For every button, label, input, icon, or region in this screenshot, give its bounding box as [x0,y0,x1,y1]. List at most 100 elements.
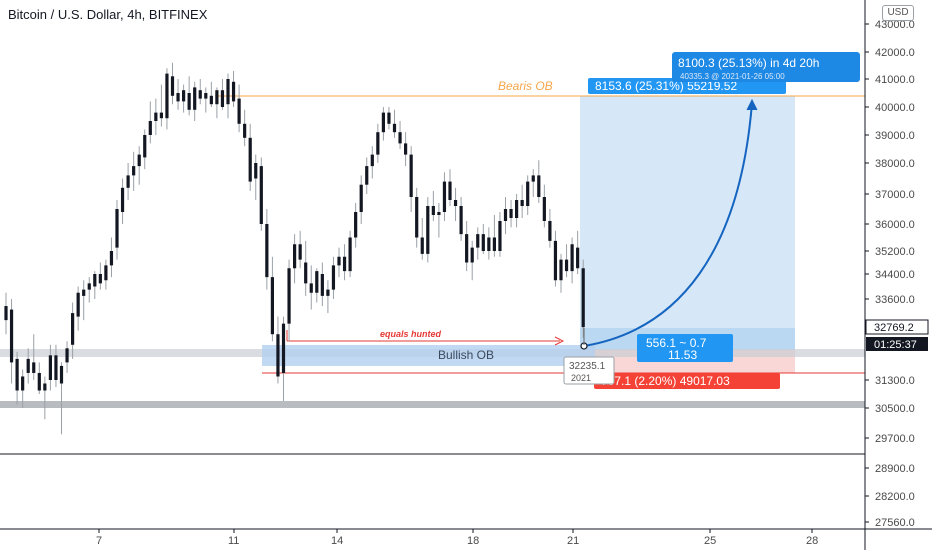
y-tick-label: 43000.0 [875,19,915,31]
candle-body [71,313,75,345]
candle-body [465,234,469,263]
candle-body [404,143,408,155]
y-tick-label: 35200.0 [875,246,915,258]
chart-title: Bitcoin / U.S. Dollar, 4h, BITFINEX [8,7,208,22]
candle-body [481,234,485,251]
candle-body [453,200,458,206]
y-tick-label: 41000.0 [875,74,915,86]
candle-body [531,175,535,182]
candle-body [48,355,52,380]
candle-body [4,306,8,321]
candle-body [243,123,247,138]
candle-body [170,76,175,96]
candle-body [315,271,319,293]
candle-body [542,197,546,221]
y-tick-label: 30500.0 [875,403,915,415]
bullish-ob-label: Bullish OB [438,348,494,362]
candle-body [115,209,119,248]
candle-body [337,256,341,266]
candle-body [59,365,64,384]
candle-body [76,292,80,317]
equals-hunted-arrow [554,336,565,346]
candle-body [420,237,424,254]
equals-hunted-label: equals hunted [380,329,442,339]
y-tick-label: 39000.0 [875,130,915,142]
candle-body [132,166,136,176]
target-label: 8153.6 (25.31%) 55219.52 [595,79,737,93]
candle-body [564,259,569,272]
y-tick-label: 28200.0 [875,491,915,503]
x-tick-label: 18 [467,535,479,547]
candle-body [126,175,130,188]
candle-body [43,383,47,391]
candle-body [370,154,374,167]
x-tick-label: 25 [704,535,716,547]
projection-label-bg [672,52,860,82]
entry-price-label: 32235.1 [569,361,606,372]
candle-body [104,265,108,281]
candle-body [187,93,191,110]
entry-date-label: 2021 [571,373,591,383]
candle-body [503,209,508,221]
y-tick-label: 37000.0 [875,189,915,201]
candle-body [259,166,263,224]
candle-body [342,256,347,272]
candle-body [320,274,324,296]
candle-body [265,224,269,278]
countdown-label: 01:25:37 [874,339,917,351]
candle-body [459,206,463,235]
candle-body [415,197,419,238]
projection-curve [583,102,753,347]
candle-body [304,262,308,284]
y-tick-label: 28900.0 [875,463,915,475]
candle-body [276,334,280,377]
currency-badge[interactable]: USD [882,5,914,21]
candle-body [287,268,291,324]
candle-body [581,268,585,328]
candle-body [576,247,580,269]
candle-body [476,234,480,248]
stop-label-bg [594,373,780,389]
stop-label: 707.1 (2.20%) 49017.03 [601,374,730,388]
candle-body [220,90,225,107]
candle-body [120,187,125,212]
candle-body [331,265,336,290]
x-tick-label: 21 [567,535,579,547]
candle-body [515,200,519,218]
candle-body [487,237,491,251]
y-tick-label: 38000.0 [875,158,915,170]
last-price-bg [865,319,929,335]
candle-body [21,376,25,391]
rr-label-line2: 11.53 [668,348,697,362]
candle-body [426,206,430,254]
candle-body [15,358,19,391]
candle-body [298,244,302,260]
support-band-lower [0,401,865,408]
candle-body [248,137,252,182]
y-tick-label: 36000.0 [875,219,915,231]
rr-label-bg [637,334,733,362]
candle-body [509,209,513,218]
candle-body [293,244,297,269]
candle-body [226,79,230,105]
candle-body [448,181,452,200]
candle-body [182,90,186,102]
candle-body [98,274,102,284]
candle-body [209,95,213,105]
candle-body [492,237,496,251]
candle-body [570,244,574,272]
x-tick-label: 7 [96,535,102,547]
candle-body [553,240,558,281]
entry-price-bg [563,356,615,385]
y-tick-label: 31300.0 [875,375,915,387]
candle-body [237,98,241,124]
candle-body [87,283,91,290]
x-tick-label: 11 [228,535,239,547]
candle-body [470,247,474,263]
candle-body [137,154,141,167]
candle-body [437,212,441,215]
candle-body [431,206,435,215]
candle-body [281,323,286,373]
countdown-bg [866,337,928,351]
